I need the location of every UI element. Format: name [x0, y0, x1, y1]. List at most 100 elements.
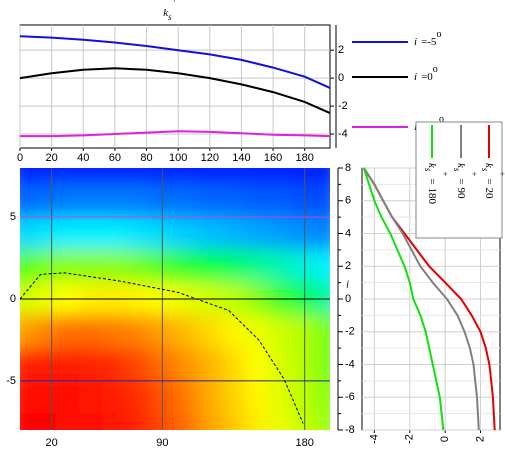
- line-series: [362, 167, 480, 431]
- heatmap-cell: [20, 413, 33, 430]
- legend-label: i =-5o: [414, 29, 441, 47]
- heatmap-cell: [244, 347, 270, 382]
- heatmap-cell: [102, 216, 128, 251]
- heatmap-cell: [126, 216, 151, 251]
- heatmap-cell: [197, 380, 223, 415]
- heatmap-cell: [268, 314, 294, 349]
- heatmap-cell: [197, 413, 223, 430]
- heatmap-cell: [20, 347, 33, 382]
- superscript: +: [440, 171, 450, 176]
- y-tick-label: -6: [345, 391, 355, 403]
- legend-name: =0: [421, 71, 433, 83]
- legend-symbol: i: [414, 71, 417, 83]
- y-tick-label: -2: [338, 100, 348, 112]
- y-axis-label: i: [346, 279, 349, 291]
- heatmap-cell: [126, 380, 151, 415]
- heatmap-cell: [126, 183, 151, 218]
- heatmap-cell: [221, 216, 246, 251]
- heatmap-cell: [20, 216, 33, 251]
- heatmap-cell: [173, 216, 199, 251]
- heatmap-cell: [55, 314, 80, 349]
- legend-label: i =0o: [414, 64, 438, 82]
- y-tick-label: -2: [345, 326, 355, 338]
- legend-degree: o: [436, 29, 441, 40]
- x-tick-label: 20: [46, 152, 58, 164]
- x-tick-label: 40: [77, 152, 89, 164]
- heatmap-cell: [78, 380, 104, 415]
- legend-box: [415, 121, 503, 239]
- line-series: [19, 67, 331, 115]
- heatmap-cell: [173, 168, 199, 185]
- heatmap-cell: [78, 168, 104, 185]
- heatmap-cell: [244, 314, 270, 349]
- legend-label: ks += 90: [452, 163, 479, 199]
- superscript: +: [497, 171, 505, 176]
- heatmap-cell: [20, 249, 33, 284]
- y-tick-label: 2: [338, 44, 344, 56]
- heatmap-cell: [20, 380, 33, 415]
- heatmap-cell: [244, 168, 270, 185]
- heatmap-cell: [20, 314, 33, 349]
- heatmap-cell: [268, 216, 294, 251]
- heatmap-cell: [173, 314, 199, 349]
- y-tick-label: 2: [345, 260, 351, 272]
- heatmap-cell: [221, 249, 246, 284]
- heatmap-cell: [173, 413, 199, 430]
- line-series: [19, 35, 331, 89]
- heatmap-cell: [244, 183, 270, 218]
- y-tick-label: 0: [10, 293, 16, 305]
- heatmap-cell: [78, 314, 104, 349]
- heatmap-cell: [244, 413, 270, 430]
- x-tick-label: 80: [140, 152, 152, 164]
- heatmap-cell: [268, 413, 294, 430]
- heatmap-cell: [126, 168, 151, 185]
- y-tick-label: 4: [345, 227, 351, 239]
- heatmap-cell: [173, 347, 199, 382]
- heatmap-cell: [55, 216, 80, 251]
- heatmap-cell: [31, 249, 57, 284]
- heatmap-cell: [316, 380, 330, 415]
- heatmap-cell: [197, 347, 223, 382]
- symbol: k: [163, 7, 169, 19]
- x-tick-label: -2: [404, 434, 416, 444]
- heatmap-cell: [173, 183, 199, 218]
- heatmap-cell: [221, 168, 246, 185]
- x-tick-label: 120: [201, 152, 219, 164]
- heatmap-cell: [78, 183, 104, 218]
- heatmap-cell: [102, 380, 128, 415]
- heatmap-cell: [78, 216, 104, 251]
- legend-name: =-5: [421, 36, 437, 48]
- legend-name: = 20: [483, 178, 495, 198]
- heatmap-cell: [55, 380, 80, 415]
- heatmap-cell: [316, 216, 330, 251]
- heatmap-cell: [31, 380, 57, 415]
- x-tick-label: 0: [439, 436, 451, 442]
- heatmap-cell: [221, 183, 246, 218]
- heatmap-cell: [197, 216, 223, 251]
- heatmap-cell: [31, 413, 57, 430]
- legend-name: = 180: [426, 178, 438, 204]
- heatmap-cell: [31, 183, 57, 218]
- x-tick-label: 60: [109, 152, 121, 164]
- y-tick-label: -4: [338, 128, 348, 140]
- contour-line: [19, 272, 304, 424]
- heatmap-cell: [31, 168, 57, 185]
- heatmap-cell: [55, 347, 80, 382]
- heatmap-cell: [244, 380, 270, 415]
- heatmap-cell: [31, 314, 57, 349]
- heatmap-cell: [102, 249, 128, 284]
- x-tick-label: 140: [232, 152, 250, 164]
- heatmap-cell: [78, 347, 104, 382]
- x-tick-label: 90: [156, 437, 168, 449]
- symbol: k: [426, 163, 438, 169]
- chart-title: ks +: [163, 0, 176, 22]
- heatmap-cell: [244, 216, 270, 251]
- heatmap-cell: [221, 413, 246, 430]
- x-tick-label: 2: [474, 436, 486, 442]
- legend-label: ks += 20: [480, 163, 505, 199]
- heatmap-cell: [55, 168, 80, 185]
- heatmap-cell: [316, 168, 330, 185]
- heatmap-cell: [268, 249, 294, 284]
- heatmap-cell: [316, 314, 330, 349]
